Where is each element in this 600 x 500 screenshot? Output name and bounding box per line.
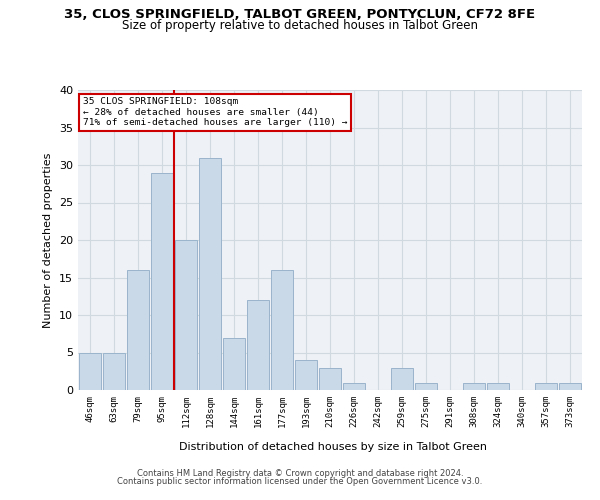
Bar [175, 240, 197, 390]
Bar [271, 270, 293, 390]
Text: 35, CLOS SPRINGFIELD, TALBOT GREEN, PONTYCLUN, CF72 8FE: 35, CLOS SPRINGFIELD, TALBOT GREEN, PONT… [64, 8, 536, 20]
Bar [79, 352, 101, 390]
Text: Distribution of detached houses by size in Talbot Green: Distribution of detached houses by size … [179, 442, 487, 452]
Bar [463, 382, 485, 390]
Bar [391, 368, 413, 390]
Bar [295, 360, 317, 390]
Text: Contains HM Land Registry data © Crown copyright and database right 2024.: Contains HM Land Registry data © Crown c… [137, 469, 463, 478]
Text: Size of property relative to detached houses in Talbot Green: Size of property relative to detached ho… [122, 19, 478, 32]
Bar [559, 382, 581, 390]
Y-axis label: Number of detached properties: Number of detached properties [43, 152, 53, 328]
Bar [151, 172, 173, 390]
Text: 35 CLOS SPRINGFIELD: 108sqm
← 28% of detached houses are smaller (44)
71% of sem: 35 CLOS SPRINGFIELD: 108sqm ← 28% of det… [83, 98, 347, 128]
Bar [535, 382, 557, 390]
Bar [343, 382, 365, 390]
Bar [223, 338, 245, 390]
Bar [127, 270, 149, 390]
Bar [247, 300, 269, 390]
Bar [487, 382, 509, 390]
Bar [319, 368, 341, 390]
Bar [415, 382, 437, 390]
Text: Contains public sector information licensed under the Open Government Licence v3: Contains public sector information licen… [118, 478, 482, 486]
Bar [199, 158, 221, 390]
Bar [103, 352, 125, 390]
